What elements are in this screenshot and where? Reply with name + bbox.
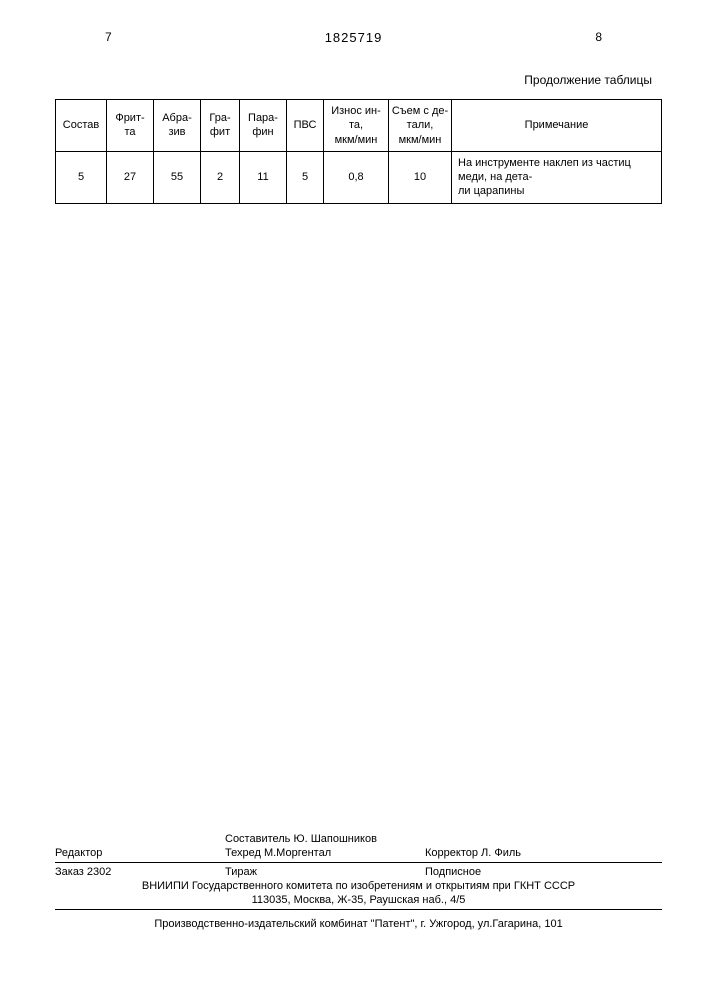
corrector: Корректор Л. Филь [425,847,662,859]
techred: Техред М.Моргентал [225,847,425,859]
cell-sostav: 5 [56,151,107,203]
podpisnoe: Подписное [425,866,662,878]
order-row: Заказ 2302 Тираж Подписное [55,866,662,878]
prod-line: Производственно-издательский комбинат "П… [55,918,662,930]
footer-block: Составитель Ю. Шапошников Редактор Техре… [55,833,662,930]
order-num: 2302 [87,866,111,878]
credits-row-2: Редактор Техред М.Моргентал Корректор Л.… [55,847,662,859]
page-container: 7 1825719 8 Продолжение таблицы Состав Ф… [0,0,707,1000]
page-number-right: 8 [595,30,602,45]
editor-label: Редактор [55,847,225,859]
col-header-fritta: Фрит-та [107,100,154,152]
cell-grafit: 2 [201,151,240,203]
divider-1 [55,862,662,863]
data-table: Состав Фрит-та Абра-зив Гра-фит Пара-фин… [55,99,662,204]
corrector-name: Л. Филь [481,847,521,859]
org-line-2: 113035, Москва, Ж-35, Раушская наб., 4/5 [55,894,662,906]
col-header-sem: Съем с де-тали,мкм/мин [389,100,452,152]
org-line-1: ВНИИПИ Государственного комитета по изоб… [55,880,662,892]
col-header-parafin: Пара-фин [240,100,287,152]
cell-note: На инструменте наклеп из частиц меди, на… [452,151,662,203]
corrector-label: Корректор [425,847,478,859]
page-number-left: 7 [105,30,112,45]
techred-name: М.Моргентал [264,847,331,859]
cell-fritta: 27 [107,151,154,203]
page-header: 7 1825719 8 [55,30,662,45]
techred-label: Техред [225,847,261,859]
compiler-label: Составитель [225,833,290,845]
col-header-grafit: Гра-фит [201,100,240,152]
credits-row-1: Составитель Ю. Шапошников [55,833,662,845]
table-row: 5 27 55 2 11 5 0,8 10 На инструменте нак… [56,151,662,203]
doc-number: 1825719 [325,30,383,45]
order: Заказ 2302 [55,866,225,878]
spacer [55,833,225,845]
cell-abraziv: 55 [154,151,201,203]
divider-2 [55,909,662,910]
col-header-prim: Примечание [452,100,662,152]
col-header-pvs: ПВС [287,100,324,152]
continuation-label: Продолжение таблицы [55,73,662,87]
tirazh-label: Тираж [225,866,425,878]
col-header-iznos: Износ ин-та,мкм/мин [324,100,389,152]
order-label: Заказ [55,866,84,878]
cell-sem: 10 [389,151,452,203]
compiler-name: Ю. Шапошников [293,833,376,845]
compiler: Составитель Ю. Шапошников [225,833,425,845]
col-header-abraziv: Абра-зив [154,100,201,152]
col-header-sostav: Состав [56,100,107,152]
cell-pvs: 5 [287,151,324,203]
table-header-row: Состав Фрит-та Абра-зив Гра-фит Пара-фин… [56,100,662,152]
cell-iznos: 0,8 [324,151,389,203]
cell-parafin: 11 [240,151,287,203]
